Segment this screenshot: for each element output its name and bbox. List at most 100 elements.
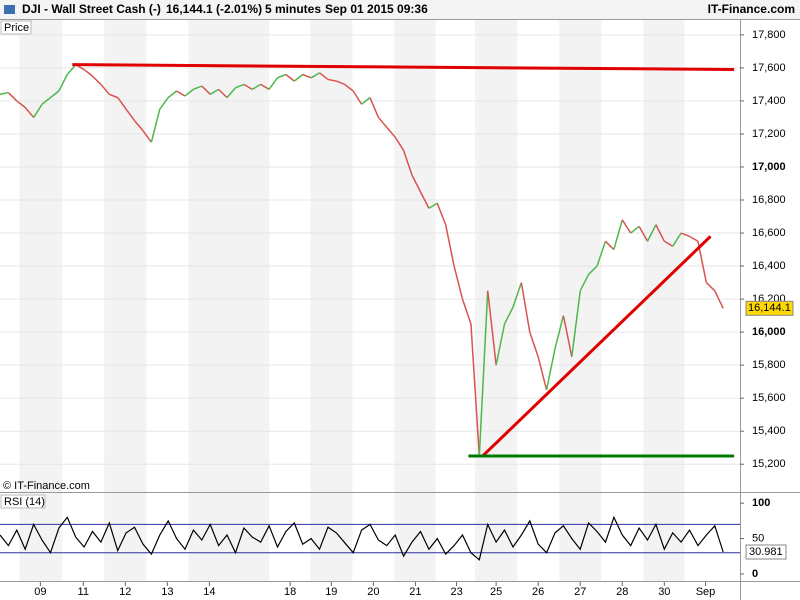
price-segment [352,90,363,105]
price-segment [285,73,295,82]
last-price-box [745,300,794,316]
x-tick-label: 13 [161,586,173,598]
y-tick-label: 15,200 [752,458,786,470]
price-segment [7,92,18,102]
price-segment [24,107,35,118]
price-segment [142,130,152,143]
price-segment [109,93,119,99]
quote: 16,144.1 (-2.01%) [166,2,262,16]
y-tick-label: 16,400 [752,260,786,272]
price-segment [336,80,346,86]
price-segment [554,315,565,349]
y-tick-label: 100 [752,497,770,509]
credit: © IT-Finance.com [3,480,90,492]
price-segment [663,240,674,247]
panel-label-box [0,20,32,35]
price-segment [689,235,699,242]
y-tick-label: 15,800 [752,359,786,371]
price-segment [646,224,657,242]
price-segment [604,240,615,251]
price-segment [537,356,548,391]
price-segment [529,331,539,358]
price-segment [319,72,329,81]
price-segment [125,108,136,122]
x-tick-label: 12 [119,586,131,598]
price-segment [579,273,590,292]
x-tick-label: 14 [203,586,215,598]
x-tick-label: 27 [574,586,586,598]
x-tick-label: 11 [78,586,89,598]
panel-title: RSI (14) [4,496,45,508]
price-segment [680,232,690,238]
price-segment [302,73,312,79]
price-segment [503,307,514,325]
price-segment [705,282,716,292]
x-tick-label: 25 [490,586,502,598]
y-tick-label: 15,400 [752,425,786,437]
price-segment [277,73,287,79]
price-segment [402,150,413,176]
price-segment [235,83,245,89]
y-tick-label: 17,400 [752,95,786,107]
x-tick-label: 21 [409,586,421,598]
price-segment [520,282,531,333]
x-tick-label: 23 [450,586,462,598]
price-segment [478,290,489,457]
price-segment [201,85,211,95]
day-band [643,20,685,581]
price-segment [470,323,481,457]
price-segment [588,265,598,275]
symbol: DJI - Wall Street Cash (-) [22,2,161,16]
day-bands [19,20,685,581]
trendline [481,235,712,458]
price-segment [386,126,396,138]
price-segment [83,68,93,77]
price-segment [58,74,68,92]
price-segment [486,290,497,366]
y-tick-label: 17,000 [752,161,786,173]
price-segment [226,87,237,99]
price-segment [268,77,279,90]
price-segment [714,290,724,309]
price-segment [461,298,472,325]
price-segment [428,202,438,209]
day-band [394,20,436,581]
interval: 5 minutes [265,2,321,16]
x-tick-label: 09 [34,586,46,598]
y-tick-label: 15,600 [752,392,786,404]
price-segment [193,85,203,91]
x-tick-label: 26 [532,586,544,598]
price-segment [436,203,447,226]
x-tick-label: 18 [284,586,296,598]
price-segment [613,219,623,250]
price-segment [444,224,455,267]
price-segment [66,64,77,75]
price-segment [596,241,607,267]
rsi-line [0,515,724,561]
price-segment [243,83,253,91]
day-band [559,20,602,581]
price-segment [327,78,337,82]
day-band [188,20,270,581]
price-segment [361,97,371,105]
x-tick-label: 20 [367,586,379,598]
price-segment [672,232,682,247]
price-segment [453,265,464,300]
y-tick-label: 50 [752,532,764,544]
price-segment [562,315,573,358]
price-segment [159,97,169,110]
header-bar [0,0,800,19]
price-segment [176,90,186,97]
price-segment [655,224,665,242]
price-segment [167,90,178,99]
price-segment [344,83,354,92]
last-rsi-box [745,544,787,560]
day-band [475,20,518,581]
price-segment [419,191,430,209]
price-segment [33,103,43,118]
price-segment [100,83,110,95]
panel-title: Price [4,22,29,34]
price-segment [638,226,649,242]
price-segment [117,97,127,110]
